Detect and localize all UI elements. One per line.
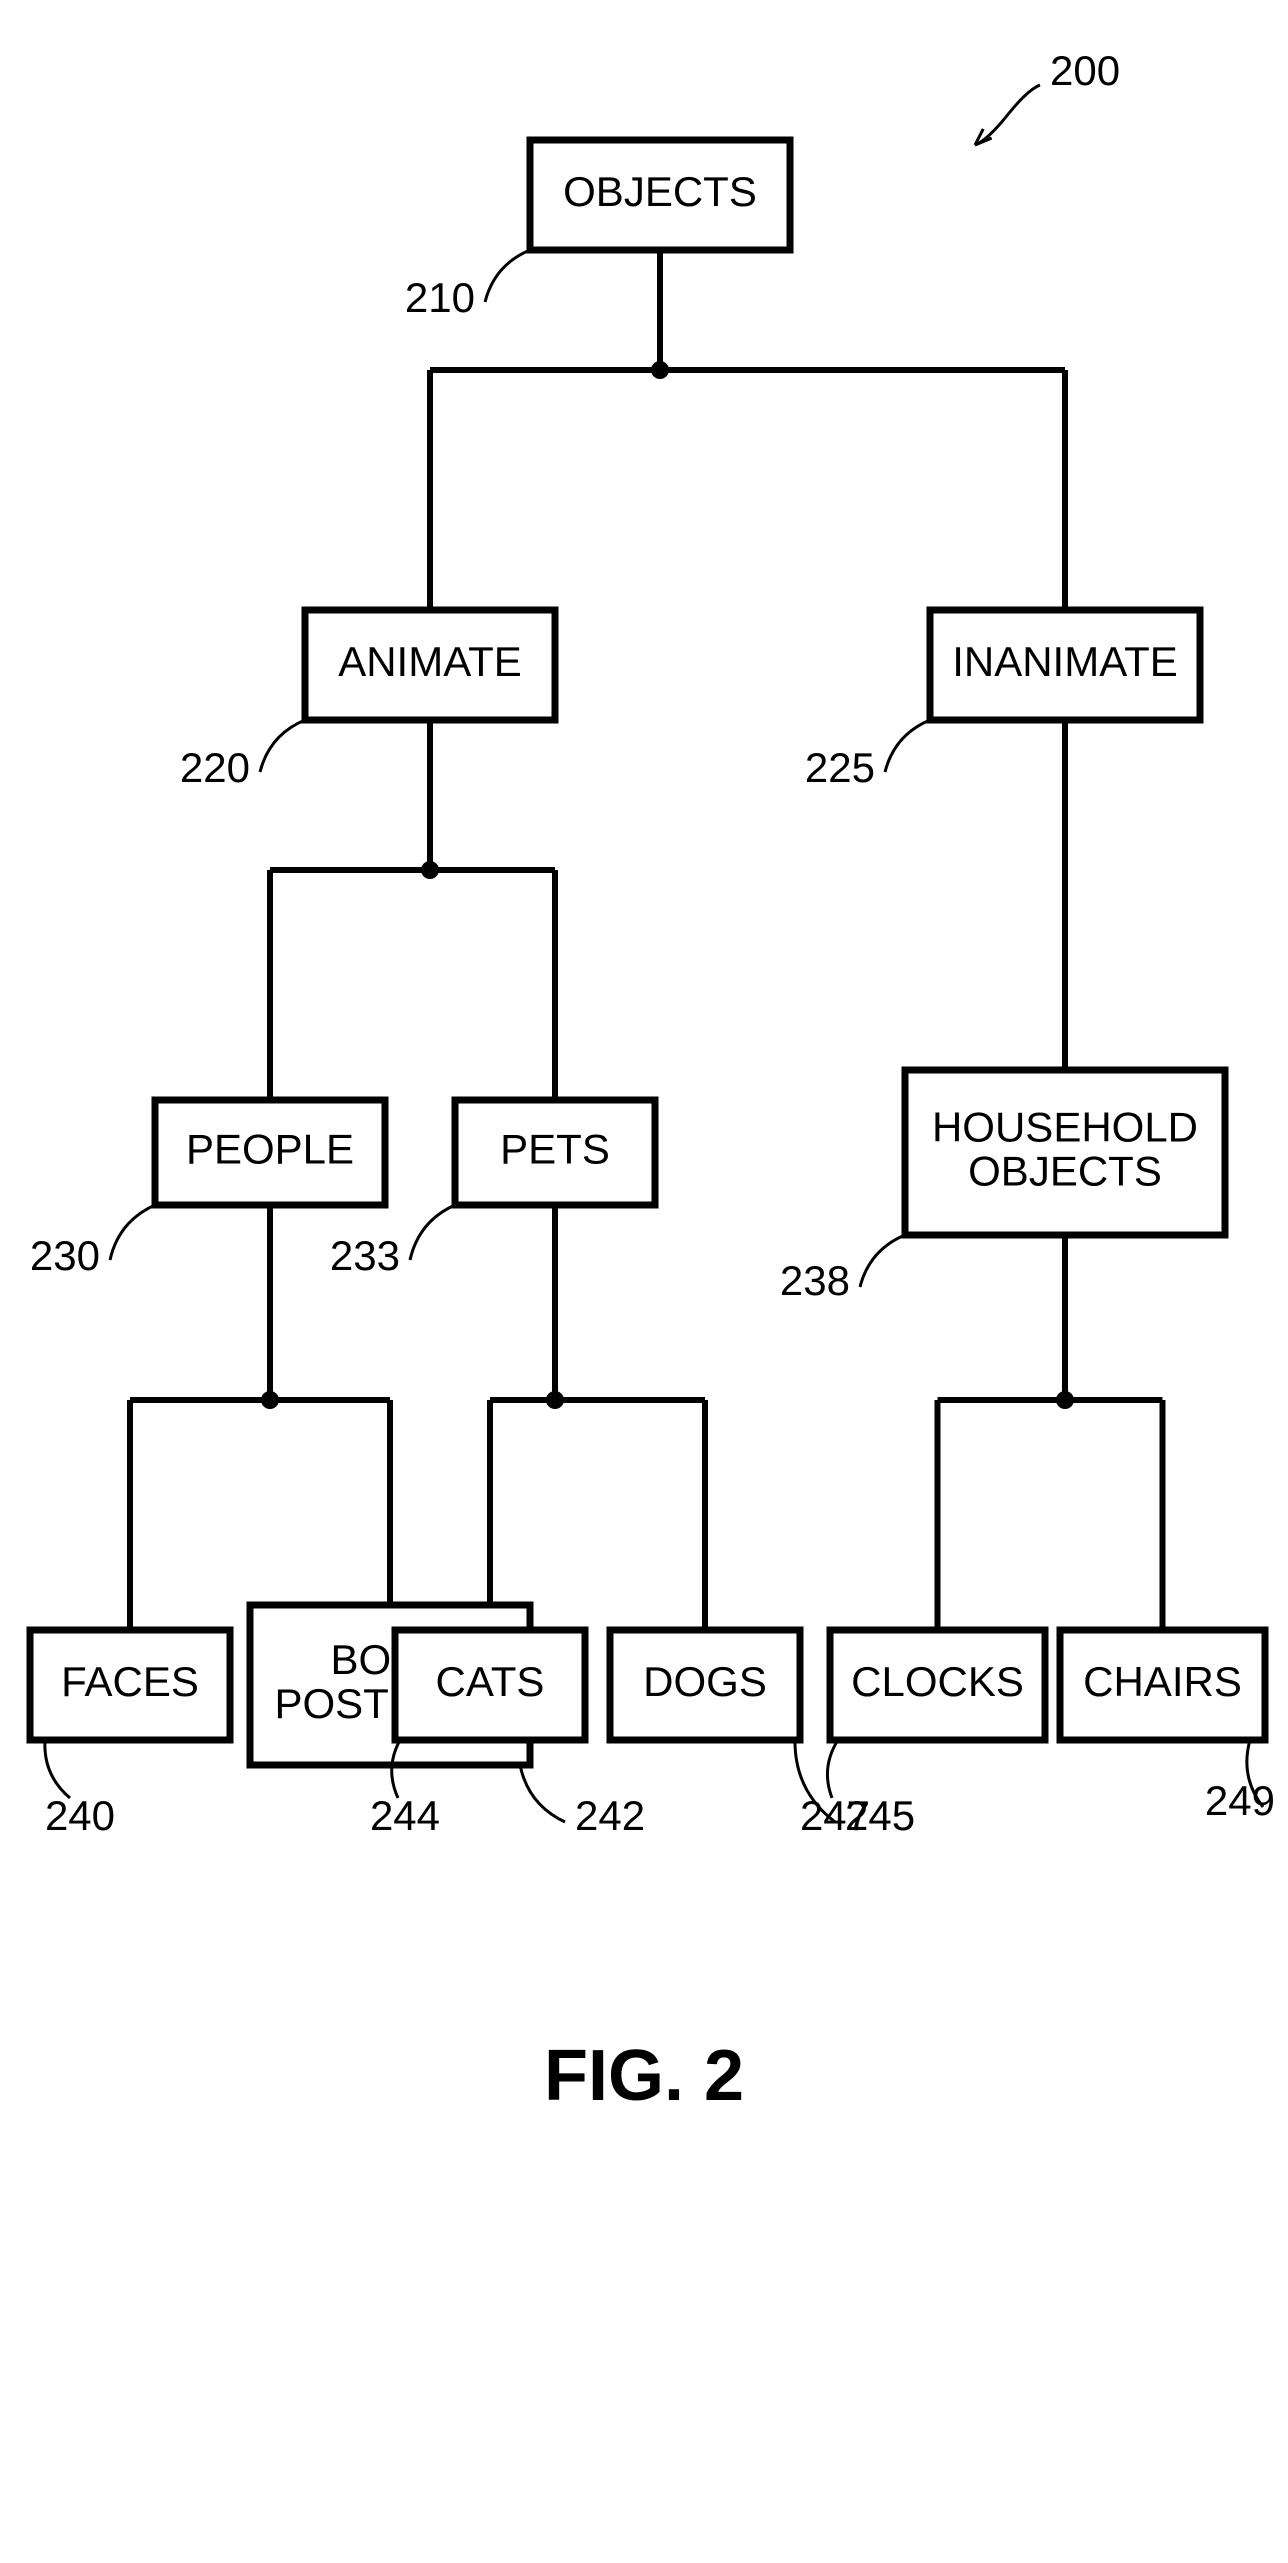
ref-animate: 220 [180, 744, 250, 791]
node-dogs-label: DOGS [643, 1658, 767, 1705]
node-faces: FACES [30, 1630, 230, 1740]
leader-figure [975, 85, 1040, 145]
figure-caption: FIG. 2 [544, 2036, 744, 2116]
junction-pets [546, 1391, 564, 1409]
refs-layer: 210220225230233238240242244245247249200 [30, 47, 1275, 1839]
leader-objects [485, 250, 530, 302]
node-faces-label: FACES [61, 1658, 199, 1705]
node-chairs-label: CHAIRS [1083, 1658, 1242, 1705]
ref-pets: 233 [330, 1232, 400, 1279]
node-household: HOUSEHOLDOBJECTS [905, 1070, 1225, 1235]
junction-objects [651, 361, 669, 379]
leader-faces [45, 1740, 70, 1798]
ref-cats: 244 [370, 1792, 440, 1839]
node-animate-label: ANIMATE [338, 638, 522, 685]
node-pets: PETS [455, 1100, 655, 1205]
node-animate: ANIMATE [305, 610, 555, 720]
node-objects-label: OBJECTS [563, 168, 757, 215]
junction-household [1056, 1391, 1074, 1409]
ref-postures: 242 [575, 1792, 645, 1839]
leader-postures [520, 1765, 565, 1822]
ref-chairs: 249 [1205, 1777, 1275, 1824]
node-inanimate: INANIMATE [930, 610, 1200, 720]
ref-faces: 240 [45, 1792, 115, 1839]
node-people-label: PEOPLE [186, 1126, 354, 1173]
junction-animate [421, 861, 439, 879]
node-household-label: HOUSEHOLDOBJECTS [932, 1104, 1198, 1195]
leader-people [110, 1205, 155, 1260]
junction-people [261, 1391, 279, 1409]
ref-household: 238 [780, 1257, 850, 1304]
leader-inanimate [885, 720, 930, 772]
leader-clocks [827, 1740, 838, 1798]
tree-diagram: OBJECTS ANIMATE INANIMATE PEOPLE PETS HOUSEHO… [0, 0, 1288, 2563]
ref-inanimate: 225 [805, 744, 875, 791]
leader-household [860, 1235, 905, 1287]
node-clocks-label: CLOCKS [851, 1658, 1024, 1705]
node-dogs: DOGS [610, 1630, 800, 1740]
ref-figure: 200 [1050, 47, 1120, 94]
node-pets-label: PETS [500, 1126, 610, 1173]
leader-animate [260, 720, 305, 772]
edges-layer [130, 250, 1163, 1630]
ref-clocks: 247 [800, 1792, 870, 1839]
nodes-layer: OBJECTS ANIMATE INANIMATE PEOPLE PETS HOUSEHO… [30, 140, 1265, 1765]
node-cats: CATS [395, 1630, 585, 1740]
leader-pets [410, 1205, 455, 1260]
ref-people: 230 [30, 1232, 100, 1279]
node-clocks: CLOCKS [830, 1630, 1045, 1740]
node-chairs: CHAIRS [1060, 1630, 1265, 1740]
node-cats-label: CATS [436, 1658, 545, 1705]
node-objects: OBJECTS [530, 140, 790, 250]
node-inanimate-label: INANIMATE [952, 638, 1178, 685]
node-people: PEOPLE [155, 1100, 385, 1205]
ref-objects: 210 [405, 274, 475, 321]
